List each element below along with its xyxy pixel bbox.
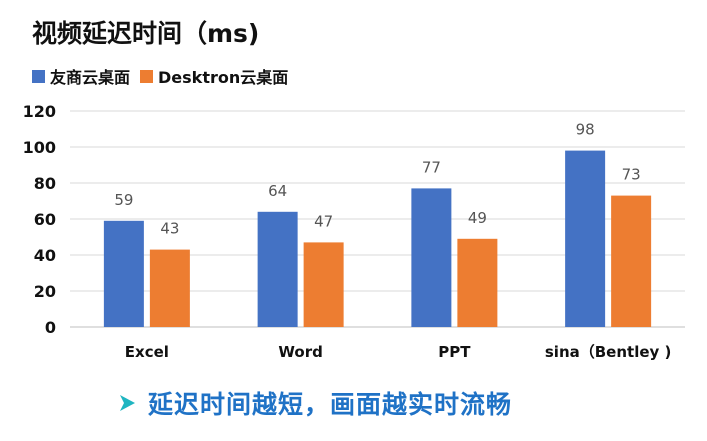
y-tick-label: 0 <box>45 318 56 337</box>
data-label-series-2-3: 73 <box>622 166 641 184</box>
play-triangle-icon <box>120 395 135 411</box>
bar-series-1-0 <box>103 220 144 327</box>
data-label-series-2-2: 49 <box>468 209 487 227</box>
bar-series-2-1 <box>303 242 344 327</box>
bar-series-1-1 <box>257 211 298 327</box>
legend-swatch-series-2 <box>140 69 154 83</box>
chart-legend: 友商云桌面 Desktron云桌面 <box>32 64 298 88</box>
legend-item-series-2: Desktron云桌面 <box>140 64 288 88</box>
x-tick-label: Excel <box>125 343 169 361</box>
y-tick-label: 20 <box>34 282 56 301</box>
footer-note: 延迟时间越短，画面越实时流畅 <box>116 385 512 421</box>
y-tick-label: 40 <box>34 246 56 265</box>
y-tick-label: 60 <box>34 210 56 229</box>
data-label-series-1-0: 59 <box>114 191 133 209</box>
x-tick-label: sina（Bentley ) <box>545 343 672 361</box>
y-tick-label: 100 <box>23 138 56 157</box>
chart-title: 视频延迟时间（ms) <box>32 19 260 48</box>
bar-series-2-2 <box>457 238 498 327</box>
y-tick-label: 80 <box>34 174 56 193</box>
footer-text: 延迟时间越短，画面越实时流畅 <box>148 390 513 419</box>
data-label-series-1-1: 64 <box>268 182 287 200</box>
legend-item-series-1: 友商云桌面 <box>32 64 130 88</box>
bar-series-1-2 <box>411 188 452 327</box>
legend-swatch-series-1 <box>32 69 45 83</box>
bar-series-1-3 <box>565 150 606 327</box>
x-tick-label: PPT <box>438 343 471 361</box>
y-tick-label: 120 <box>23 102 56 121</box>
x-tick-label: Word <box>278 343 322 361</box>
bar-series-2-3 <box>611 195 652 327</box>
data-label-series-2-1: 47 <box>314 212 333 230</box>
legend-label-series-1: 友商云桌面 <box>50 68 131 87</box>
legend-label-series-2: Desktron云桌面 <box>158 68 289 87</box>
bar-series-2-0 <box>149 249 190 327</box>
data-label-series-1-2: 77 <box>422 158 441 176</box>
data-label-series-2-0: 43 <box>160 220 179 238</box>
data-label-series-1-3: 98 <box>576 121 595 139</box>
